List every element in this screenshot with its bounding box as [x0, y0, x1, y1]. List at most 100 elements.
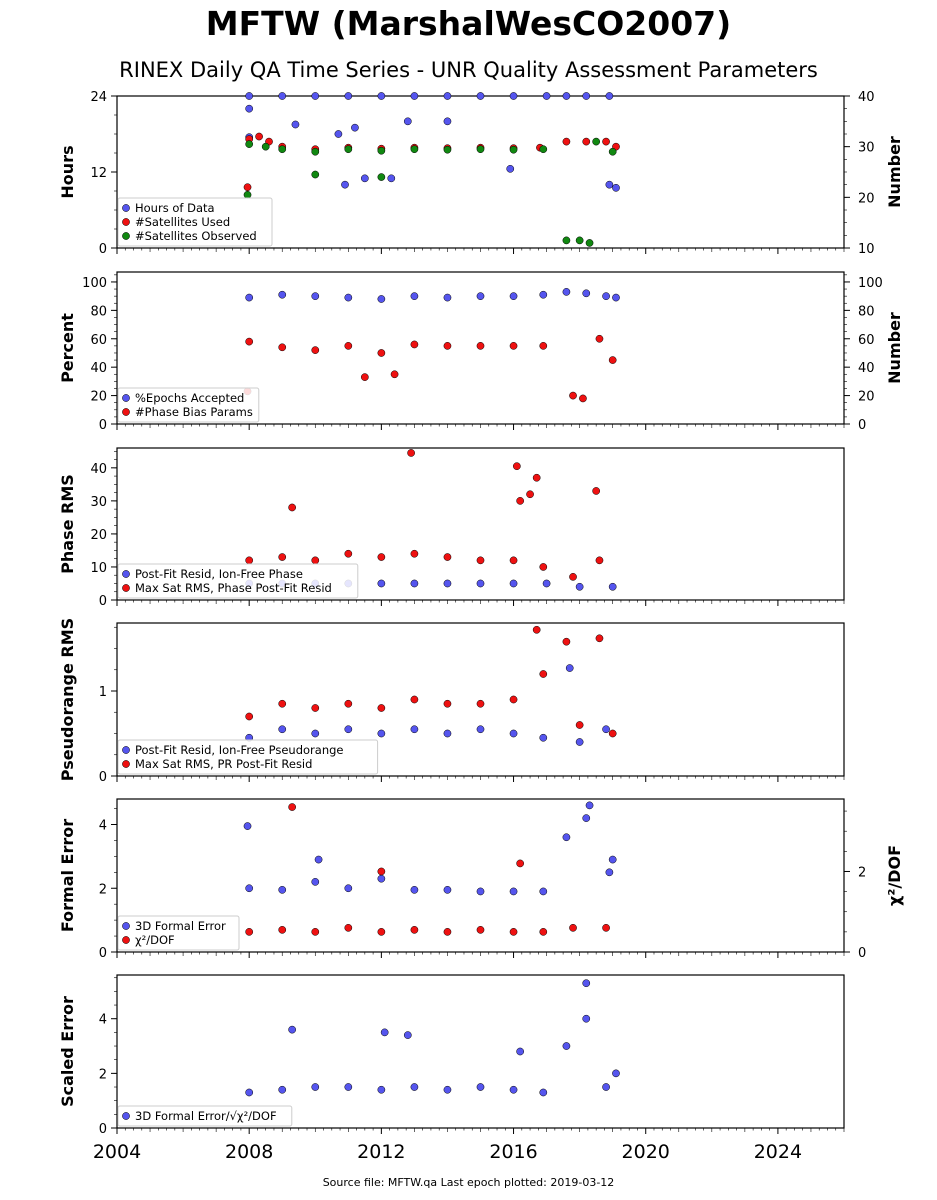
data-point [245, 140, 254, 148]
legend-marker [122, 570, 130, 578]
data-point [291, 120, 300, 129]
data-point [360, 174, 369, 183]
data-point [443, 92, 452, 100]
data-point [608, 356, 617, 364]
data-point [569, 391, 577, 400]
data-point [278, 926, 287, 934]
data-point [476, 887, 485, 896]
data-point [344, 725, 353, 734]
x-tick-label: 2012 [357, 1141, 405, 1163]
legend-marker [122, 408, 130, 416]
legend-box [117, 563, 359, 599]
y-axis-label: Phase RMS [58, 474, 77, 574]
data-point [288, 1025, 296, 1034]
legend-label: #Phase Bias Params [135, 405, 253, 419]
y-right-axis-label: Number [885, 312, 904, 384]
data-point [278, 885, 287, 894]
data-point [562, 1042, 571, 1050]
data-point [390, 370, 399, 379]
data-point [334, 130, 343, 138]
data-point [377, 704, 386, 712]
y-tick-label: 80 [90, 304, 107, 319]
legend-label: Post-Fit Resid, Ion-Free Pseudorange [135, 743, 343, 757]
data-point [562, 92, 571, 100]
data-point [539, 563, 548, 571]
data-point [278, 343, 287, 352]
data-point [443, 699, 452, 708]
data-point [443, 553, 452, 561]
data-point [509, 887, 518, 896]
x-tick-label: 2016 [489, 1141, 537, 1163]
data-point [288, 803, 296, 811]
legend-box [117, 197, 273, 247]
data-point [542, 579, 551, 588]
data-point [377, 349, 386, 357]
data-point [245, 293, 254, 302]
data-point [360, 373, 369, 381]
legend-label: %Epochs Accepted [135, 391, 244, 405]
y-right-axis-label: Number [885, 136, 904, 208]
legend-label: #Satellites Used [135, 215, 230, 229]
source-footer: Source file: MFTW.qa Last epoch plotted:… [322, 1176, 615, 1189]
data-point [582, 979, 591, 988]
y-right-tick-label: 80 [858, 304, 875, 319]
y-right-axis-label: χ²/DOF [885, 845, 904, 906]
legend-marker [122, 1112, 130, 1120]
data-point [532, 625, 541, 634]
data-point [579, 394, 587, 403]
y-axis-label: Hours [58, 145, 77, 198]
data-point [612, 1069, 620, 1078]
legend-label: χ²/DOF [135, 933, 175, 947]
data-point [278, 290, 287, 299]
legend-marker [122, 936, 130, 944]
data-point [582, 92, 591, 100]
data-point [513, 462, 521, 471]
data-point [377, 928, 386, 936]
chart-title: MFTW (MarshalWesCO2007) [205, 4, 732, 43]
data-point [344, 549, 353, 558]
data-point [410, 340, 419, 349]
data-point [311, 928, 320, 936]
y-tick-label: 0 [99, 242, 107, 257]
data-point [509, 92, 518, 100]
y-tick-label: 1 [99, 685, 107, 700]
y-tick-label: 0 [99, 418, 107, 433]
data-point [539, 1088, 548, 1097]
y-tick-label: 100 [82, 276, 107, 291]
legend-marker [122, 922, 130, 930]
data-point [476, 92, 485, 100]
data-point [410, 885, 419, 894]
data-point [569, 923, 577, 932]
data-point [245, 104, 254, 113]
y-right-tick-label: 0 [858, 946, 866, 961]
x-tick-label: 2008 [225, 1141, 273, 1163]
data-point [562, 137, 571, 146]
data-point [602, 1083, 610, 1091]
data-point [255, 132, 263, 141]
data-point [443, 117, 452, 126]
data-point [410, 926, 419, 934]
y-right-tick-label: 2 [858, 865, 866, 880]
x-tick-label: 2004 [93, 1141, 141, 1163]
data-point [261, 142, 270, 151]
data-point [539, 670, 548, 678]
chart-subtitle: RINEX Daily QA Time Series - UNR Quality… [119, 58, 818, 82]
data-point [387, 174, 396, 183]
legend-marker [122, 204, 130, 212]
legend-box [117, 915, 240, 951]
data-point [245, 712, 254, 721]
data-point [608, 582, 617, 591]
data-point [311, 704, 320, 712]
data-point [410, 725, 419, 734]
y-tick-label: 40 [90, 462, 107, 477]
data-point [443, 579, 452, 588]
data-point [245, 337, 254, 346]
y-right-tick-label: 40 [858, 361, 875, 376]
data-point [377, 1085, 386, 1094]
data-point [592, 487, 601, 495]
data-point [311, 292, 320, 300]
data-point [344, 145, 353, 154]
legend-label: Hours of Data [135, 201, 215, 215]
legend-label: 3D Formal Error/√χ²/DOF [135, 1109, 277, 1123]
